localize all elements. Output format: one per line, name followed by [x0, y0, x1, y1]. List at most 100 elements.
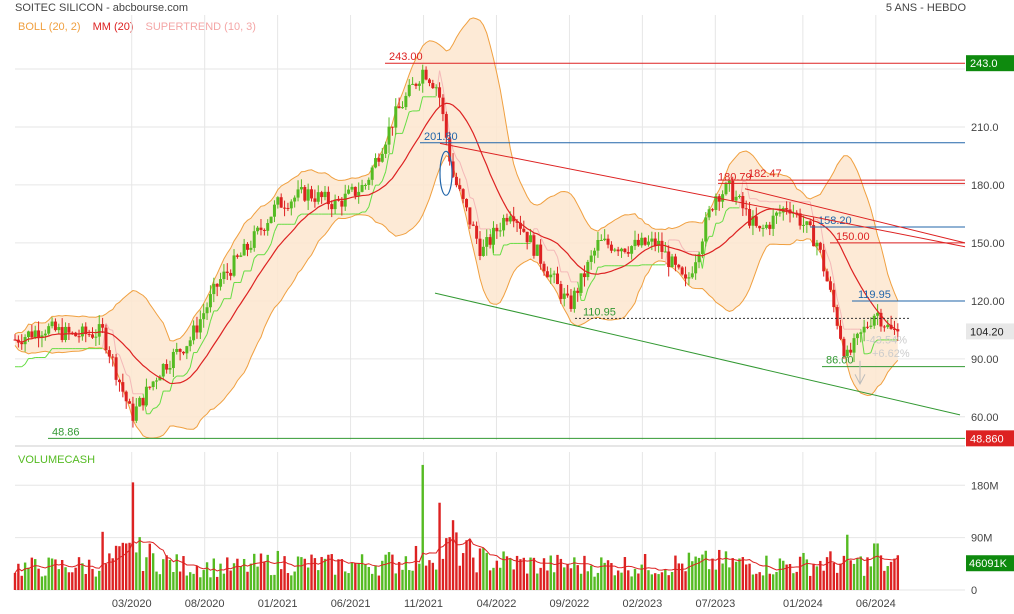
volume-bar-162: [559, 558, 563, 590]
candle-182: [626, 246, 630, 257]
candle-207: [710, 208, 714, 212]
candle-body-158: [545, 271, 549, 278]
volume-bar-218: [748, 563, 751, 590]
candle-46: [168, 360, 172, 374]
volume-bar-142: [492, 567, 495, 590]
volume-bar-73: [259, 553, 263, 590]
volume-bar-15: [64, 567, 67, 590]
candle-140: [485, 229, 489, 256]
volume-bar-130: [451, 520, 455, 590]
supertrend-seg-103: [358, 211, 363, 215]
legend-item-1[interactable]: MM (20): [92, 21, 134, 33]
candle-body-48: [175, 348, 179, 352]
supertrend-seg-51: [183, 372, 188, 377]
supertrend-seg-186: [638, 264, 642, 267]
candle-257: [879, 308, 883, 332]
candle-body-102: [357, 191, 361, 196]
candle-body-190: [653, 238, 657, 246]
candle-67: [239, 252, 243, 258]
pct-up-label: +6.62%: [872, 348, 910, 360]
candle-body-138: [478, 238, 482, 256]
candle-24: [94, 329, 98, 346]
supertrend-seg-224: [766, 200, 770, 203]
candle-body-134: [465, 198, 469, 208]
supertrend-seg-59: [209, 310, 215, 322]
candle-body-223: [764, 224, 768, 228]
volume-bar-208: [714, 569, 718, 590]
candle-91: [320, 190, 324, 204]
candle-body-128: [444, 114, 448, 138]
candle-237: [812, 217, 816, 247]
volume-bar-61: [219, 563, 222, 590]
candle-196: [673, 253, 677, 272]
candle-body-241: [825, 271, 829, 282]
candle-body-129: [448, 137, 452, 162]
supertrend-seg-111: [385, 153, 390, 172]
candle-64: [229, 269, 233, 281]
candle-body-150: [518, 222, 522, 229]
volume-bar-209: [718, 549, 721, 590]
candle-body-111: [387, 126, 391, 145]
volume-bar-113: [394, 573, 397, 590]
candle-body-133: [461, 189, 465, 199]
volume-bar-66: [236, 558, 239, 590]
volume-bar-124: [431, 562, 435, 590]
volume-bar-224: [768, 573, 771, 590]
candle-body-215: [737, 196, 741, 198]
candle-41: [151, 380, 155, 391]
period-label[interactable]: 5 ANS - HEBDO: [885, 2, 966, 14]
volume-bar-118: [411, 570, 414, 590]
candle-body-239: [818, 242, 822, 250]
supertrend-seg-43: [156, 403, 161, 408]
candle-87: [306, 183, 310, 210]
candle-body-136: [471, 224, 475, 226]
supertrend-seg-77: [270, 231, 275, 244]
candle-98: [343, 184, 347, 211]
candle-body-243: [832, 289, 836, 308]
candle-body-83: [293, 197, 297, 202]
legend-item-0[interactable]: BOLL (20, 2): [18, 21, 81, 33]
candle-21: [84, 322, 88, 343]
volume-bar-24: [94, 576, 98, 590]
candle-body-50: [181, 351, 185, 354]
candle-20: [80, 323, 84, 341]
legend-item-2[interactable]: SUPERTREND (10, 3): [145, 21, 256, 33]
candle-97: [340, 197, 344, 216]
candle-body-258: [882, 326, 886, 328]
candle-79: [279, 193, 283, 208]
candle-body-201: [690, 273, 694, 278]
supertrend-seg-206: [705, 236, 710, 245]
candle-body-244: [835, 307, 839, 326]
supertrend-seg-41: [149, 408, 154, 415]
candle-131: [454, 172, 458, 188]
volume-bar-217: [744, 564, 748, 590]
volume-bar-159: [549, 555, 552, 590]
supertrend-seg-53: [189, 352, 195, 368]
candle-14: [60, 318, 64, 343]
volume-bar-247: [846, 534, 849, 590]
candle-body-76: [269, 216, 273, 224]
volume-bar-110: [384, 554, 387, 590]
supertrend-seg-110: [381, 171, 387, 182]
supertrend-seg-218: [745, 181, 751, 199]
candle-191: [657, 232, 661, 253]
supertrend-seg-33: [122, 364, 127, 375]
support-trendline: [434, 292, 961, 416]
volume-bar-86: [303, 558, 306, 590]
candle-223: [764, 221, 768, 230]
candle-73: [259, 219, 263, 236]
x-tick-label-7: 02/2023: [622, 598, 662, 610]
candle-body-24: [94, 336, 98, 338]
candle-127: [441, 94, 445, 122]
volume-bar-119: [414, 545, 418, 590]
candle-226: [775, 211, 779, 224]
candle-242: [828, 276, 832, 293]
y-tick-label-5: 60.00: [971, 412, 999, 424]
candle-body-195: [670, 256, 674, 268]
volume-bar-1: [17, 563, 20, 590]
candle-52: [188, 336, 192, 352]
candle-body-25: [97, 324, 101, 337]
candle-6: [33, 325, 37, 340]
candle-body-93: [326, 191, 330, 205]
